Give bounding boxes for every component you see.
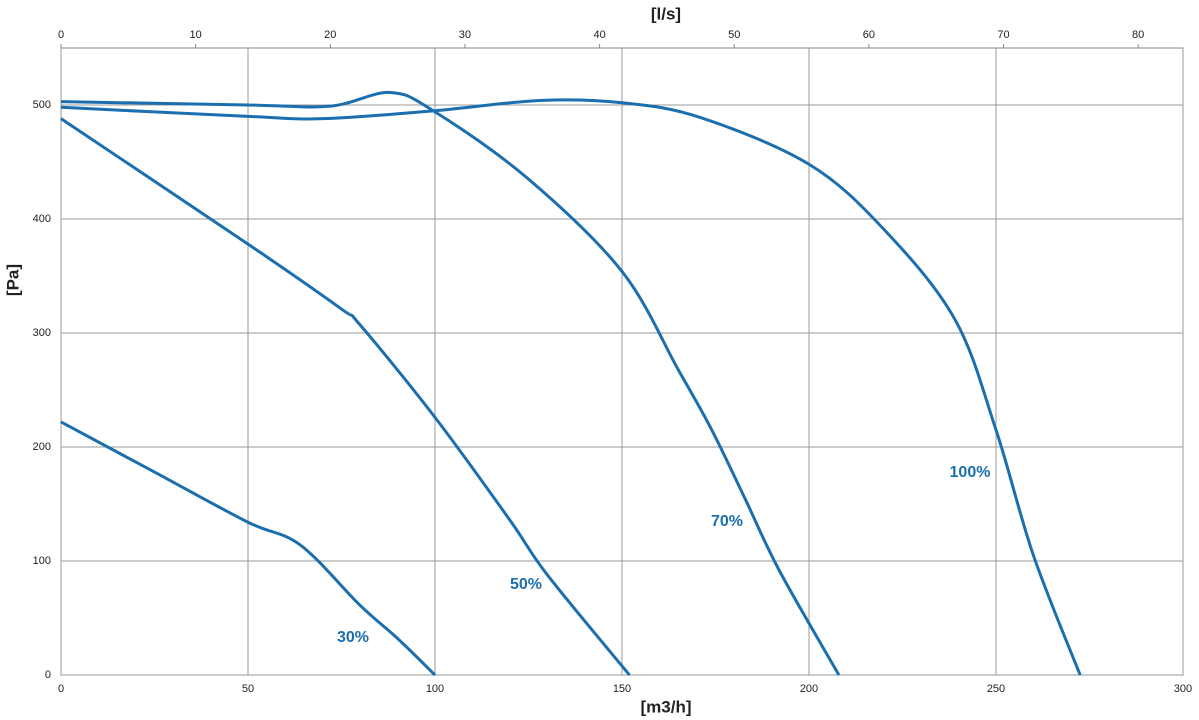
y-tick-label: 300 <box>33 327 51 339</box>
curve-label: 100% <box>950 464 991 481</box>
curve-label: 50% <box>510 576 542 593</box>
fan-curve <box>60 117 631 676</box>
x-tick-label: 100 <box>426 683 444 695</box>
x2-tick-label: 0 <box>58 29 64 41</box>
x-tick-label: 300 <box>1174 683 1192 695</box>
x-tick-label: 50 <box>242 683 254 695</box>
fan-curve <box>60 90 841 676</box>
x2-tick-label: 80 <box>1132 29 1144 41</box>
x2-tick-label: 10 <box>190 29 202 41</box>
x2-tick-label: 70 <box>997 29 1009 41</box>
x2-tick-label: 40 <box>593 29 605 41</box>
y-tick-label: 0 <box>45 669 51 681</box>
x2-axis-label: [l/s] <box>651 4 681 23</box>
x2-tick-label: 20 <box>324 29 336 41</box>
y-axis-label: [Pa] <box>3 264 22 296</box>
x-tick-label: 0 <box>58 683 64 695</box>
y-tick-label: 100 <box>33 555 51 567</box>
x2-tick-label: 30 <box>459 29 471 41</box>
y-tick-label: 200 <box>33 441 51 453</box>
y-tick-label: 500 <box>33 99 51 111</box>
x-axis-label: [m3/h] <box>641 697 692 716</box>
y-tick-label: 400 <box>33 213 51 225</box>
x-tick-label: 150 <box>613 683 631 695</box>
curve-label: 70% <box>711 513 743 530</box>
x2-tick-label: 50 <box>728 29 740 41</box>
fan-curve <box>60 420 437 677</box>
fan-curve <box>60 98 1082 676</box>
x-tick-label: 200 <box>800 683 818 695</box>
curve-label: 30% <box>337 629 369 646</box>
x-tick-label: 250 <box>987 683 1005 695</box>
x2-tick-label: 60 <box>863 29 875 41</box>
